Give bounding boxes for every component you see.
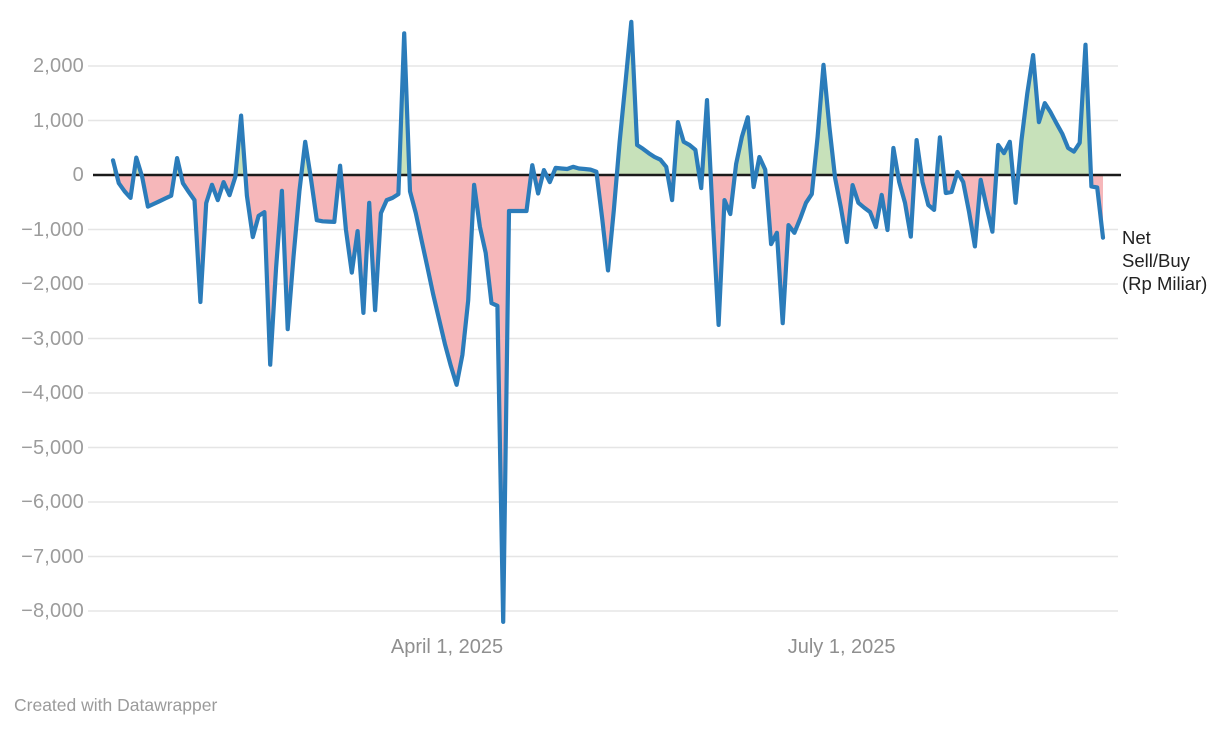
data-line[interactable] xyxy=(110,19,1106,624)
x-axis-tick-july: July 1, 2025 xyxy=(787,636,896,658)
area-fill-negative xyxy=(113,175,1103,622)
y-axis-tick-label: 1,000 xyxy=(32,109,84,132)
y-axis-tick-label: −4,000 xyxy=(21,382,84,404)
y-axis-tick-label: −1,000 xyxy=(21,218,84,241)
y-axis-tick-label: −3,000 xyxy=(21,327,84,350)
y-axis-tick-label: 0 xyxy=(72,164,84,186)
datawrapper-credit: Created with Datawrapper xyxy=(14,695,218,715)
x-axis-tick-april: April 1, 2025 xyxy=(390,636,504,658)
y-axis-tick-label: −8,000 xyxy=(21,600,84,622)
y-axis-tick-label: −6,000 xyxy=(21,491,84,513)
area-fill-positive xyxy=(113,21,1103,175)
y-axis-tick-label: −7,000 xyxy=(21,545,84,568)
y-axis-tick-label: 2,000 xyxy=(32,55,84,77)
y-axis-tick-label: −5,000 xyxy=(21,436,84,459)
y-axis-tick-label: −2,000 xyxy=(21,273,84,295)
series-label: Net Sell/Buy (Rp Miliar) xyxy=(1122,227,1208,295)
